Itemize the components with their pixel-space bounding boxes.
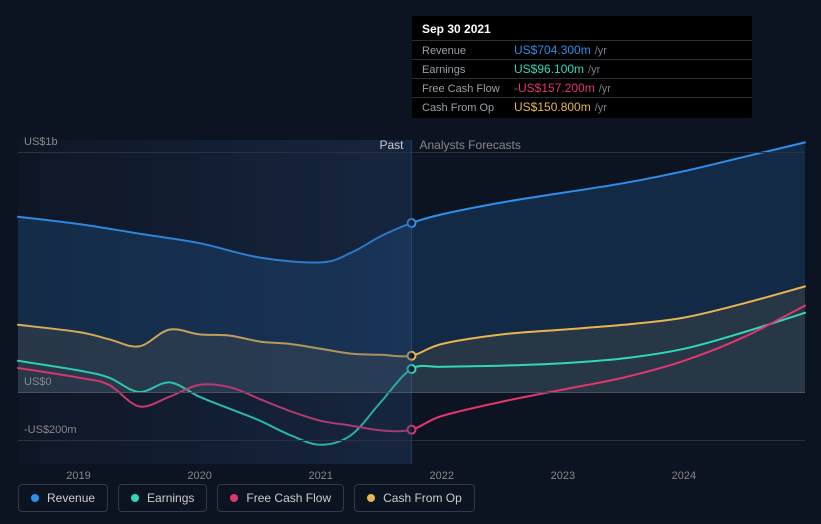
tooltip-metric-label: Free Cash Flow <box>422 83 514 95</box>
tooltip-metric-label: Cash From Op <box>422 102 514 114</box>
legend: Revenue Earnings Free Cash Flow Cash From O… <box>18 484 475 512</box>
x-axis-label: 2019 <box>66 470 90 482</box>
gridline <box>18 152 805 153</box>
tooltip-metric-label: Earnings <box>422 64 514 76</box>
tooltip-metric-value: -US$157.200m <box>514 81 595 95</box>
legend-dot <box>131 494 139 502</box>
gridline <box>18 392 805 393</box>
tooltip-metric-unit: /yr <box>595 102 607 114</box>
legend-label: Free Cash Flow <box>246 491 331 505</box>
x-axis-label: 2024 <box>672 470 696 482</box>
financial-forecast-chart: Sep 30 2021 RevenueUS$704.300m/yrEarning… <box>0 0 821 524</box>
tooltip-metric-label: Revenue <box>422 45 514 57</box>
gridline <box>18 440 805 441</box>
plot-area[interactable]: Past Analysts Forecasts US$1bUS$0-US$200… <box>18 140 805 464</box>
legend-label: Cash From Op <box>383 491 462 505</box>
legend-item-free-cash-flow[interactable]: Free Cash Flow <box>217 484 344 512</box>
tooltip-metric-value: US$150.800m <box>514 100 591 114</box>
y-axis-label: US$1b <box>24 136 58 148</box>
x-axis-label: 2022 <box>430 470 454 482</box>
chart-svg <box>18 140 805 464</box>
legend-dot <box>230 494 238 502</box>
legend-item-cash-from-op[interactable]: Cash From Op <box>354 484 475 512</box>
legend-label: Earnings <box>147 491 194 505</box>
forecast-label: Analysts Forecasts <box>420 138 521 152</box>
hover-tooltip: Sep 30 2021 RevenueUS$704.300m/yrEarning… <box>412 16 752 118</box>
x-axis-label: 2021 <box>308 470 332 482</box>
tooltip-row: EarningsUS$96.100m/yr <box>412 59 752 78</box>
tooltip-row: Cash From OpUS$150.800m/yr <box>412 97 752 116</box>
x-axis-label: 2020 <box>187 470 211 482</box>
tooltip-metric-value: US$704.300m <box>514 43 591 57</box>
tooltip-row: RevenueUS$704.300m/yr <box>412 40 752 59</box>
y-axis-label: -US$200m <box>24 424 77 436</box>
legend-dot <box>31 494 39 502</box>
y-axis-label: US$0 <box>24 376 52 388</box>
tooltip-row: Free Cash Flow-US$157.200m/yr <box>412 78 752 97</box>
tooltip-date: Sep 30 2021 <box>412 22 752 40</box>
x-axis-label: 2023 <box>551 470 575 482</box>
legend-item-earnings[interactable]: Earnings <box>118 484 207 512</box>
legend-dot <box>367 494 375 502</box>
tooltip-metric-value: US$96.100m <box>514 62 584 76</box>
tooltip-metric-unit: /yr <box>588 64 600 76</box>
legend-item-revenue[interactable]: Revenue <box>18 484 108 512</box>
legend-label: Revenue <box>47 491 95 505</box>
tooltip-metric-unit: /yr <box>595 45 607 57</box>
tooltip-metric-unit: /yr <box>599 83 611 95</box>
past-label: Past <box>379 138 403 152</box>
